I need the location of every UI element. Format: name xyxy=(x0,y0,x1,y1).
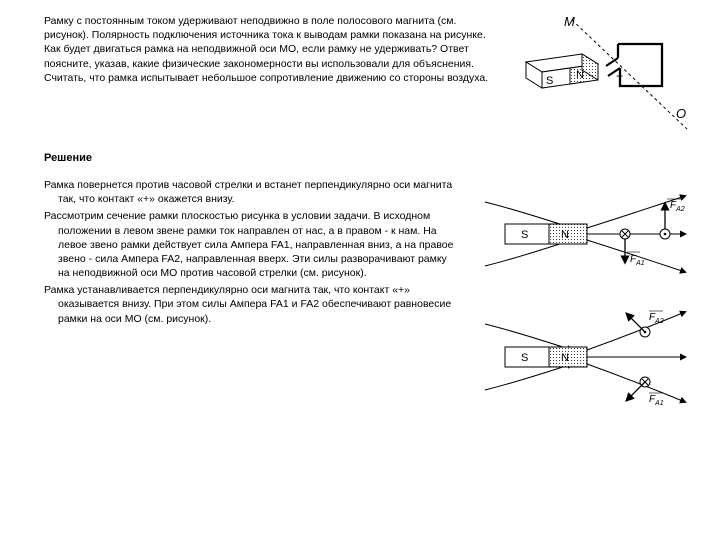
figure-middle: S N FA1 FA2 xyxy=(477,184,692,284)
plus-label: + xyxy=(616,69,623,83)
bottom-row: Рамка повернется против часовой стрелки … xyxy=(44,178,692,412)
solution-p2: Рассмотрим сечение рамки плоскостью рису… xyxy=(44,209,455,280)
figure-bottom: S N FA2 FA1 xyxy=(477,302,692,412)
solution-p1: Рамка повернется против часовой стрелки … xyxy=(44,178,455,206)
mid-S: S xyxy=(521,229,528,241)
top-row: Рамку с постоянным током удерживают непо… xyxy=(44,14,692,134)
problem-text: Рамку с постоянным током удерживают непо… xyxy=(44,14,504,85)
figures-right: S N FA1 FA2 xyxy=(477,184,692,412)
label-N: N xyxy=(576,69,584,81)
page: Рамку с постоянным током удерживают непо… xyxy=(0,0,720,540)
label-O: O xyxy=(676,106,686,121)
mid-FA2: FA2 xyxy=(670,200,685,213)
solution-body: Рамка повернется против часовой стрелки … xyxy=(44,178,455,329)
solution-heading: Решение xyxy=(44,152,692,164)
solution-p3: Рамка устанавливается перпендикулярно ос… xyxy=(44,283,455,326)
mid-N: N xyxy=(561,229,569,241)
bot-FA1: FA1 xyxy=(649,394,664,407)
label-M: M xyxy=(564,14,575,29)
label-S: S xyxy=(546,75,553,87)
bot-FA2: FA2 xyxy=(649,312,664,325)
figure-top: S N + M O xyxy=(522,14,692,134)
bot-N: N xyxy=(561,352,569,364)
bot-S: S xyxy=(521,352,528,364)
